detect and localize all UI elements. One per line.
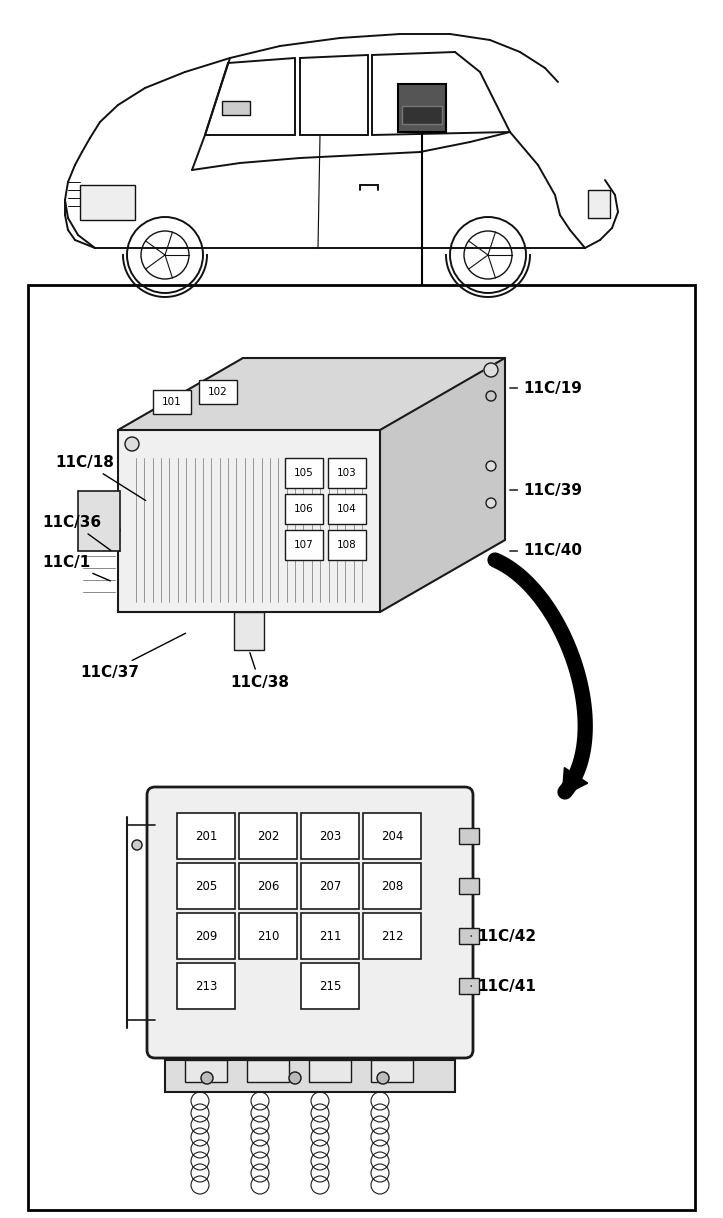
Text: 105: 105 [294, 468, 314, 477]
Bar [371, 1060, 413, 1082]
Text: 207: 207 [319, 879, 341, 893]
Bar [309, 1060, 351, 1082]
Text: 11C/36: 11C/36 [42, 514, 111, 551]
Bar [285, 530, 323, 560]
Bar [328, 495, 366, 524]
Bar [328, 530, 366, 560]
Text: 215: 215 [319, 979, 341, 993]
Text: 203: 203 [319, 829, 341, 843]
Bar [363, 812, 421, 859]
Text: 103: 103 [337, 468, 357, 477]
Bar [301, 812, 359, 859]
Bar [285, 495, 323, 524]
Circle shape [484, 363, 498, 378]
Bar [177, 914, 235, 959]
Text: 102: 102 [208, 386, 228, 397]
Text: 11C/40: 11C/40 [510, 543, 582, 559]
Bar [80, 185, 135, 220]
Polygon shape [562, 767, 588, 797]
Bar [153, 391, 191, 414]
Bar [363, 864, 421, 909]
Polygon shape [380, 358, 505, 611]
Text: 106: 106 [294, 504, 314, 514]
Bar [402, 106, 442, 124]
Bar [363, 914, 421, 959]
Circle shape [377, 1072, 389, 1084]
Bar [398, 84, 446, 132]
Bar [234, 611, 264, 650]
Bar [301, 963, 359, 1009]
Bar [177, 812, 235, 859]
Text: 209: 209 [194, 929, 217, 943]
Polygon shape [118, 430, 380, 611]
Polygon shape [118, 358, 505, 430]
Text: 108: 108 [337, 540, 357, 551]
Text: 213: 213 [194, 979, 217, 993]
Circle shape [132, 840, 142, 850]
Text: 201: 201 [194, 829, 217, 843]
Bar [301, 914, 359, 959]
Text: 211: 211 [319, 929, 341, 943]
Text: 11C/38: 11C/38 [230, 653, 289, 689]
Text: 204: 204 [381, 829, 403, 843]
Circle shape [201, 1072, 213, 1084]
Text: 104: 104 [337, 504, 357, 514]
Text: 212: 212 [381, 929, 403, 943]
Bar [239, 914, 297, 959]
Bar [165, 1060, 455, 1093]
Text: 210: 210 [257, 929, 279, 943]
Bar [285, 458, 323, 488]
Bar [78, 491, 120, 551]
Circle shape [486, 498, 496, 508]
Text: 107: 107 [294, 540, 314, 551]
Text: 11C/41: 11C/41 [471, 978, 536, 994]
Bar [459, 928, 479, 944]
Bar [28, 285, 695, 1209]
Bar [199, 380, 237, 403]
Text: 11C/42: 11C/42 [471, 928, 536, 944]
Bar [459, 978, 479, 994]
Bar [177, 864, 235, 909]
Circle shape [486, 460, 496, 471]
Text: 202: 202 [257, 829, 279, 843]
Bar [239, 864, 297, 909]
Bar [301, 864, 359, 909]
Text: 206: 206 [257, 879, 279, 893]
FancyBboxPatch shape [147, 787, 473, 1058]
Bar [239, 812, 297, 859]
Bar [185, 1060, 227, 1082]
Circle shape [289, 1072, 301, 1084]
Bar [588, 190, 610, 218]
Bar [247, 1060, 289, 1082]
Bar [177, 963, 235, 1009]
Text: 11C/1: 11C/1 [42, 554, 111, 581]
Bar [459, 828, 479, 844]
Text: 11C/39: 11C/39 [510, 482, 582, 497]
Circle shape [125, 437, 139, 451]
Bar [328, 458, 366, 488]
Text: 11C/19: 11C/19 [510, 380, 582, 396]
Text: 205: 205 [195, 879, 217, 893]
Bar [222, 101, 250, 114]
Text: 11C/37: 11C/37 [80, 633, 186, 680]
Text: 11C/18: 11C/18 [55, 454, 145, 501]
Text: 101: 101 [162, 397, 182, 407]
Bar [459, 878, 479, 894]
Text: 208: 208 [381, 879, 403, 893]
